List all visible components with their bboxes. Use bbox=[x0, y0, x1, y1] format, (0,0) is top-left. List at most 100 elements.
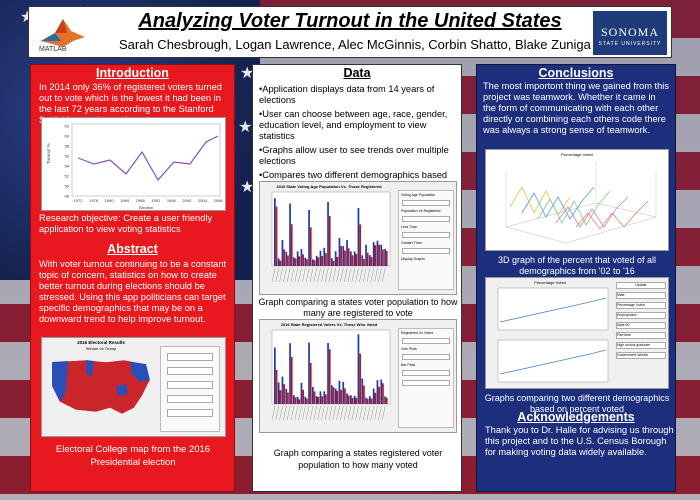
graph1-bar-red bbox=[385, 250, 388, 266]
graph1-bar-chart bbox=[271, 191, 391, 283]
control-label: Population Vs Registered bbox=[401, 209, 441, 213]
graph2-bar-red bbox=[328, 349, 331, 404]
graph2-tick-label bbox=[325, 405, 329, 421]
graph1-bar-red bbox=[351, 255, 354, 266]
graph2-option-button[interactable] bbox=[402, 380, 450, 386]
graph1-tick-label bbox=[344, 267, 348, 283]
graph1-bar-blue bbox=[319, 250, 322, 266]
graph2-bar-blue bbox=[346, 393, 348, 404]
graph2-tick-label bbox=[363, 405, 367, 421]
graph1-bar-blue bbox=[372, 242, 375, 266]
graph1-option-button[interactable] bbox=[402, 232, 450, 238]
compare-select[interactable]: Male bbox=[616, 292, 666, 299]
compare-title: Percentage Voted bbox=[534, 280, 566, 285]
graph2-bar-blue bbox=[289, 343, 291, 404]
graph2-bar-blue bbox=[380, 379, 383, 404]
graph2-bar-red bbox=[283, 384, 285, 404]
map-title: 2016 Electoral Results bbox=[77, 340, 125, 345]
graph2-tick-label bbox=[332, 405, 336, 421]
graph2-bar-blue bbox=[281, 376, 284, 404]
map-control-button[interactable] bbox=[167, 381, 213, 389]
data-bullet: •Graphs allow user to see trends over mu… bbox=[259, 145, 449, 166]
graph1-tick-label bbox=[328, 267, 333, 283]
map-control-button[interactable] bbox=[167, 367, 213, 375]
graph2-controls: Registered Vs Voted Vote Plots Bar Plots bbox=[398, 328, 454, 428]
sonoma-logo: SONOMA STATE UNIVERSITY bbox=[593, 11, 667, 55]
star-icon: ★ bbox=[240, 179, 255, 196]
map-control-button[interactable] bbox=[167, 395, 213, 403]
graph1-caption: Graph comparing a states voter populatio… bbox=[258, 297, 458, 318]
graph1-tick-label bbox=[302, 267, 306, 283]
graph2-bar-red bbox=[294, 397, 297, 404]
graph2-bar-red bbox=[309, 362, 312, 404]
graph2-bar-red bbox=[317, 397, 320, 404]
graph1-tick-label bbox=[287, 267, 291, 283]
graph1-bar-blue bbox=[289, 203, 291, 266]
graph3d-caption: 3D graph of the percent that voted of al… bbox=[497, 255, 657, 276]
graph2-option-button[interactable] bbox=[402, 370, 450, 376]
graph1-tick-label bbox=[321, 267, 325, 283]
graph1-option-button[interactable] bbox=[402, 200, 450, 206]
graph2-bar-red bbox=[332, 387, 335, 404]
graph1-tick-label bbox=[340, 267, 344, 283]
graph2-bar-blue bbox=[376, 380, 379, 404]
graph1-tick-label bbox=[309, 267, 314, 283]
graph1-tick-label bbox=[332, 267, 336, 283]
graph2-tick-label bbox=[290, 405, 295, 421]
graph2-option-button[interactable] bbox=[402, 338, 450, 344]
graph1-bar-red bbox=[325, 253, 327, 266]
graph1-bar-blue bbox=[361, 255, 364, 266]
compare-select[interactable]: Employment bbox=[616, 312, 666, 319]
graph1-bar-blue bbox=[285, 251, 288, 266]
graph2-tick-label bbox=[313, 405, 317, 421]
graph1-tick-label bbox=[275, 267, 279, 283]
graph2-bar-blue bbox=[327, 342, 329, 404]
compare-select[interactable]: Part time bbox=[616, 332, 666, 339]
compare-select[interactable]: Percentage Voted bbox=[616, 302, 666, 309]
graph1-option-button[interactable] bbox=[402, 216, 450, 222]
graph2-tick-label bbox=[374, 405, 378, 421]
star-icon: ★ bbox=[240, 65, 255, 82]
graph1-bar-red bbox=[306, 259, 308, 266]
graph2-tick-label bbox=[309, 405, 314, 421]
acknowledgements-heading: Acknowledgements bbox=[517, 410, 635, 424]
graph1-tick-label bbox=[366, 267, 371, 283]
graph2-bar-blue bbox=[319, 391, 322, 404]
graph1-option-button[interactable] bbox=[402, 248, 450, 254]
graph1-tick-label bbox=[294, 267, 298, 283]
map-control-button[interactable] bbox=[167, 353, 213, 361]
compare-caption: Graphs comparing two different demograph… bbox=[484, 393, 670, 414]
left-column: Introduction In 2014 only 36% of registe… bbox=[30, 64, 235, 492]
graph1-tick-label bbox=[271, 267, 276, 283]
middle-column: Data •Application displays data from 14 … bbox=[252, 64, 462, 492]
graph2-tick-label bbox=[283, 405, 287, 421]
data-bullet: •Application displays data from 14 years… bbox=[259, 84, 435, 105]
graph2-bar-red bbox=[351, 397, 354, 404]
graph1-bar-red bbox=[344, 250, 346, 266]
graph1-tick-label bbox=[283, 267, 287, 283]
control-label: Registered Vs Voted bbox=[401, 331, 433, 335]
data-bullets: •Application displays data from 14 years… bbox=[253, 80, 461, 192]
turnout-xlabel: Election bbox=[139, 205, 153, 210]
sonoma-name: SONOMA bbox=[600, 25, 659, 39]
conclusions-text: The most importont thing we gained from … bbox=[483, 81, 670, 135]
graph1-tick-label bbox=[336, 267, 340, 283]
graph2-option-button[interactable] bbox=[402, 354, 450, 360]
graph2-bar-blue bbox=[342, 381, 345, 404]
graph2-bar-red bbox=[306, 398, 308, 404]
authors: Sarah Chesbrough, Logan Lawrence, Alec M… bbox=[119, 37, 591, 52]
graph2-bar-red bbox=[340, 389, 342, 404]
compare-select[interactable]: Male 80 bbox=[616, 322, 666, 329]
turnout-chart: Turnout % 62 60 58 56 54 52 50 48 1972 1976 1980 1… bbox=[41, 117, 226, 211]
graph2-bar-blue bbox=[331, 385, 333, 404]
compare-select[interactable]: Government Worker bbox=[616, 352, 666, 359]
introduction-heading: Introduction bbox=[96, 66, 169, 80]
graph2-caption: Graph comparing a states registered vote… bbox=[273, 448, 443, 470]
map-control-button[interactable] bbox=[167, 409, 213, 417]
update-button[interactable]: Update bbox=[616, 282, 666, 289]
graph2-tick-label bbox=[340, 405, 344, 421]
compare-select[interactable]: High school graduate bbox=[616, 342, 666, 349]
graph1-bar-red bbox=[332, 260, 335, 266]
graph1-bar-red bbox=[290, 224, 293, 266]
graph1-bar-red bbox=[287, 255, 289, 266]
